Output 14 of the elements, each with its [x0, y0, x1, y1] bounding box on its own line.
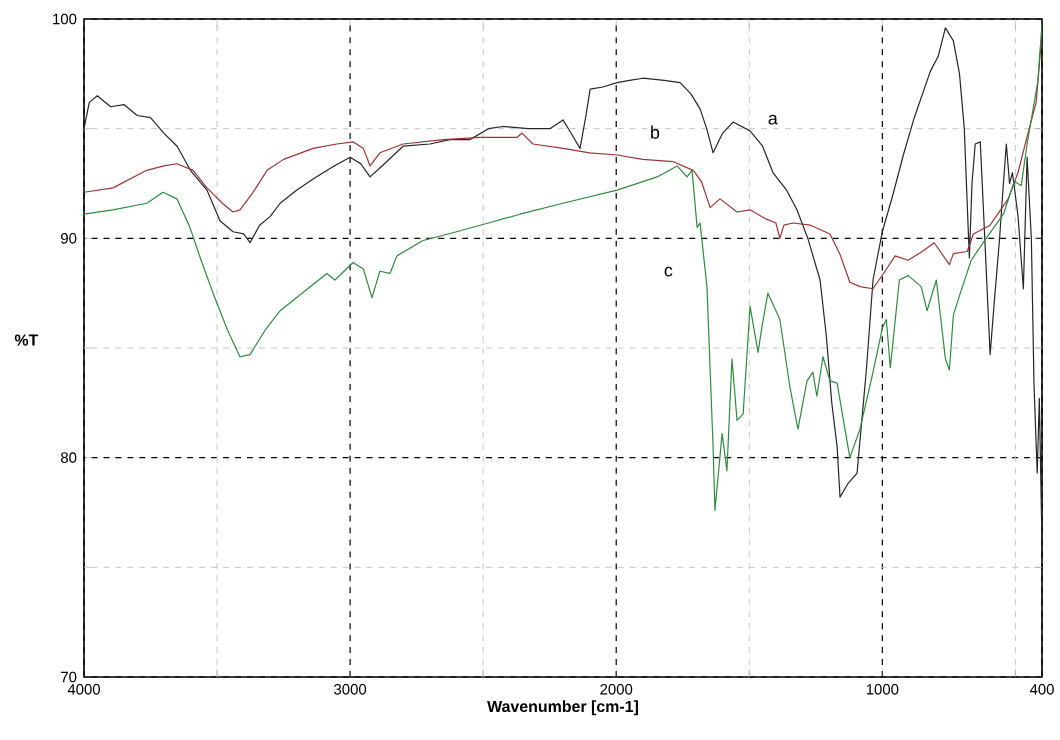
annotation: a — [768, 114, 778, 125]
y-tick-label: 70 — [61, 671, 77, 683]
x-tick-label: 3000 — [334, 684, 367, 695]
x-tick-label: 2000 — [600, 684, 633, 695]
x-axis-title: Wavenumber [cm-1] — [487, 700, 638, 716]
x-tick-label: 1000 — [866, 684, 899, 695]
y-axis-title: %T — [14, 334, 39, 346]
x-tick-label: 400 — [1029, 684, 1054, 695]
annotation: b — [651, 125, 660, 139]
annotation: c — [664, 266, 673, 277]
y-tick-label: 80 — [60, 452, 77, 463]
x-tick-label: 4000 — [67, 684, 101, 695]
y-tick-label: 100 — [53, 13, 77, 25]
y-tick-label: 90 — [61, 233, 77, 244]
